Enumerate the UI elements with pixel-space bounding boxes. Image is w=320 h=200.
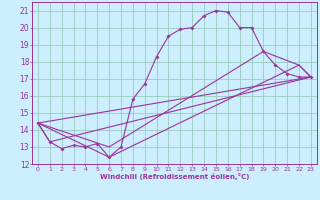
X-axis label: Windchill (Refroidissement éolien,°C): Windchill (Refroidissement éolien,°C) <box>100 173 249 180</box>
